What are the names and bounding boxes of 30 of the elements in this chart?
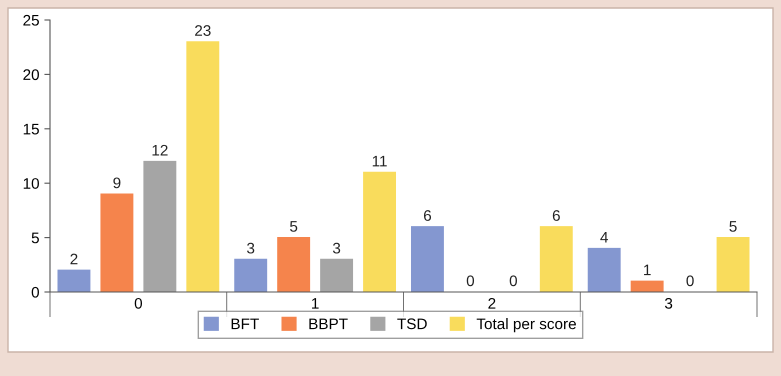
y-tick-label: 15: [24, 124, 39, 134]
legend-label: TSD: [397, 318, 427, 330]
data-label: 5: [729, 221, 737, 232]
data-label: 5: [290, 221, 298, 232]
data-label: 3: [332, 242, 340, 254]
data-label: 6: [552, 210, 560, 221]
data-label: 12: [152, 144, 168, 156]
y-tick-label: 0: [32, 286, 39, 298]
data-label: 0: [466, 275, 474, 286]
y-tick-label: 5: [32, 232, 39, 244]
y-tick-label: 25: [23, 14, 39, 26]
data-label: 0: [686, 275, 694, 286]
data-label: 4: [600, 232, 608, 243]
x-tick-label: 1: [312, 298, 319, 309]
data-label: 1: [644, 264, 651, 276]
data-label: 9: [113, 177, 120, 188]
x-tick-label: 2: [488, 298, 496, 309]
legend-label: BFT: [232, 318, 259, 330]
x-tick-label: 3: [664, 298, 672, 309]
y-tick-label: 10: [24, 178, 39, 189]
x-tick-label: 0: [134, 298, 142, 309]
data-label: 2: [70, 254, 78, 264]
data-label: 11: [372, 156, 387, 166]
data-label: 23: [195, 25, 211, 36]
data-label: 3: [247, 242, 254, 254]
data-label: 0: [510, 275, 517, 286]
y-tick-label: 20: [23, 69, 39, 80]
legend-label: BBPT: [309, 318, 348, 330]
data-label: 6: [424, 210, 432, 221]
legend-label: Total per score: [476, 318, 576, 332]
